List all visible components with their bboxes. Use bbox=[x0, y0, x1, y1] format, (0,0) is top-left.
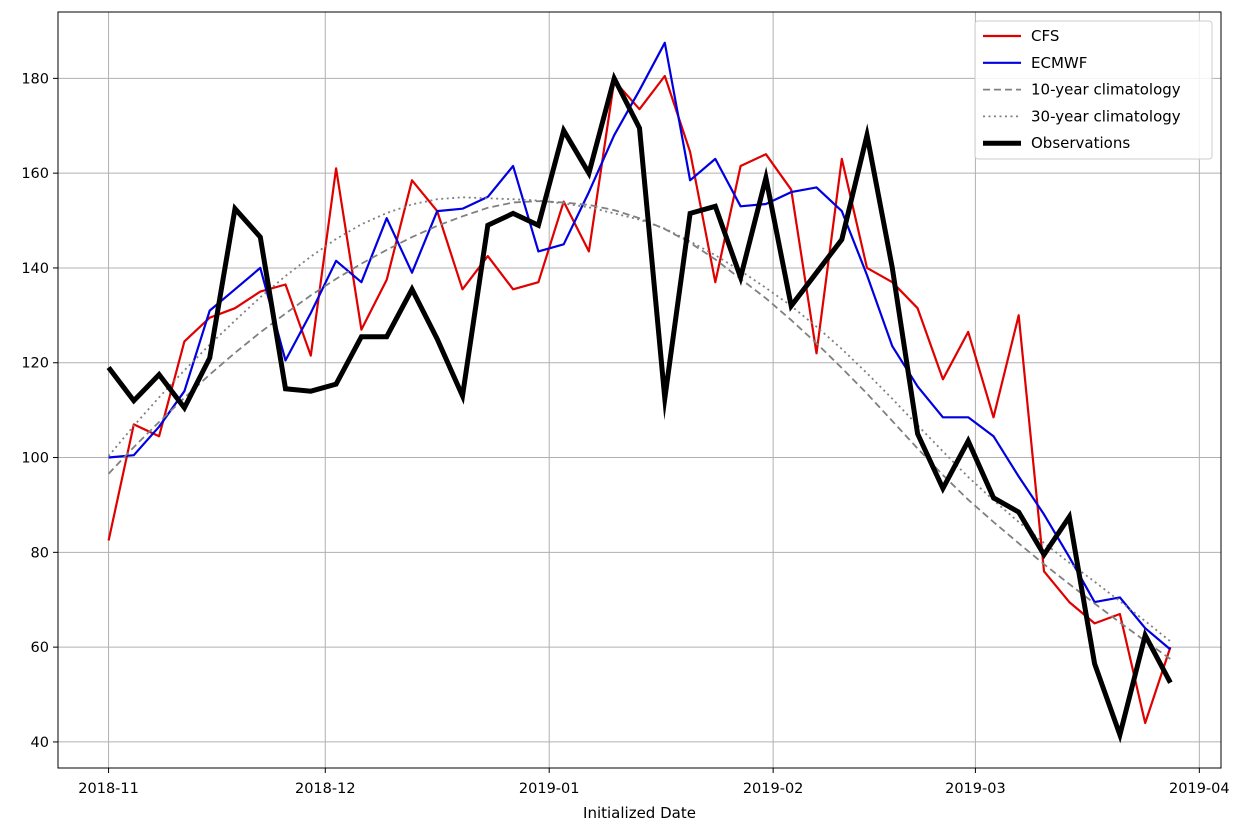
x-axis: 2018-11 2018-12 2019-01 2019-02 2019-03 2019-… bbox=[78, 768, 1230, 797]
series-line-ecmwf bbox=[108, 41, 1172, 651]
plot-frame bbox=[57, 11, 1222, 769]
legend-entry-label: Observations bbox=[1031, 134, 1130, 152]
y-tick-label: 80 bbox=[31, 545, 49, 561]
legend-box bbox=[974, 20, 1213, 160]
y-tick-label: 100 bbox=[21, 451, 49, 467]
legend: CFS ECMWF 10-year climatology 30-year clima… bbox=[974, 20, 1213, 160]
series-line-cfs bbox=[107, 74, 1172, 725]
series-group bbox=[106, 41, 1173, 744]
x-tick-label: 2019-03 bbox=[945, 781, 1006, 797]
y-tick-label: 60 bbox=[31, 640, 49, 656]
legend-entry-label: 30-year climatology bbox=[1031, 107, 1181, 125]
x-axis-label: Initialized Date bbox=[583, 804, 696, 822]
y-tick-label: 120 bbox=[21, 356, 49, 372]
grid bbox=[58, 12, 1221, 768]
x-tick-label: 2019-02 bbox=[743, 781, 804, 797]
x-tick-label: 2019-04 bbox=[1169, 781, 1230, 797]
y-tick-label: 160 bbox=[21, 166, 49, 182]
legend-entry-label: CFS bbox=[1031, 27, 1059, 45]
x-tick-label: 2019-01 bbox=[519, 781, 580, 797]
y-tick-label: 140 bbox=[21, 261, 49, 277]
series-line-10-year-climatology bbox=[107, 200, 1171, 660]
y-axis: 40 60 80 100 120 140 160 180 bbox=[21, 71, 58, 751]
y-tick-label: 180 bbox=[21, 71, 49, 87]
y-tick-label: 40 bbox=[31, 735, 49, 751]
x-tick-label: 2018-11 bbox=[78, 781, 139, 797]
legend-entry-label: 10-year climatology bbox=[1031, 81, 1181, 99]
legend-entry-label: ECMWF bbox=[1031, 54, 1087, 72]
x-tick-label: 2018-12 bbox=[295, 781, 356, 797]
series-line-observations bbox=[106, 71, 1173, 744]
